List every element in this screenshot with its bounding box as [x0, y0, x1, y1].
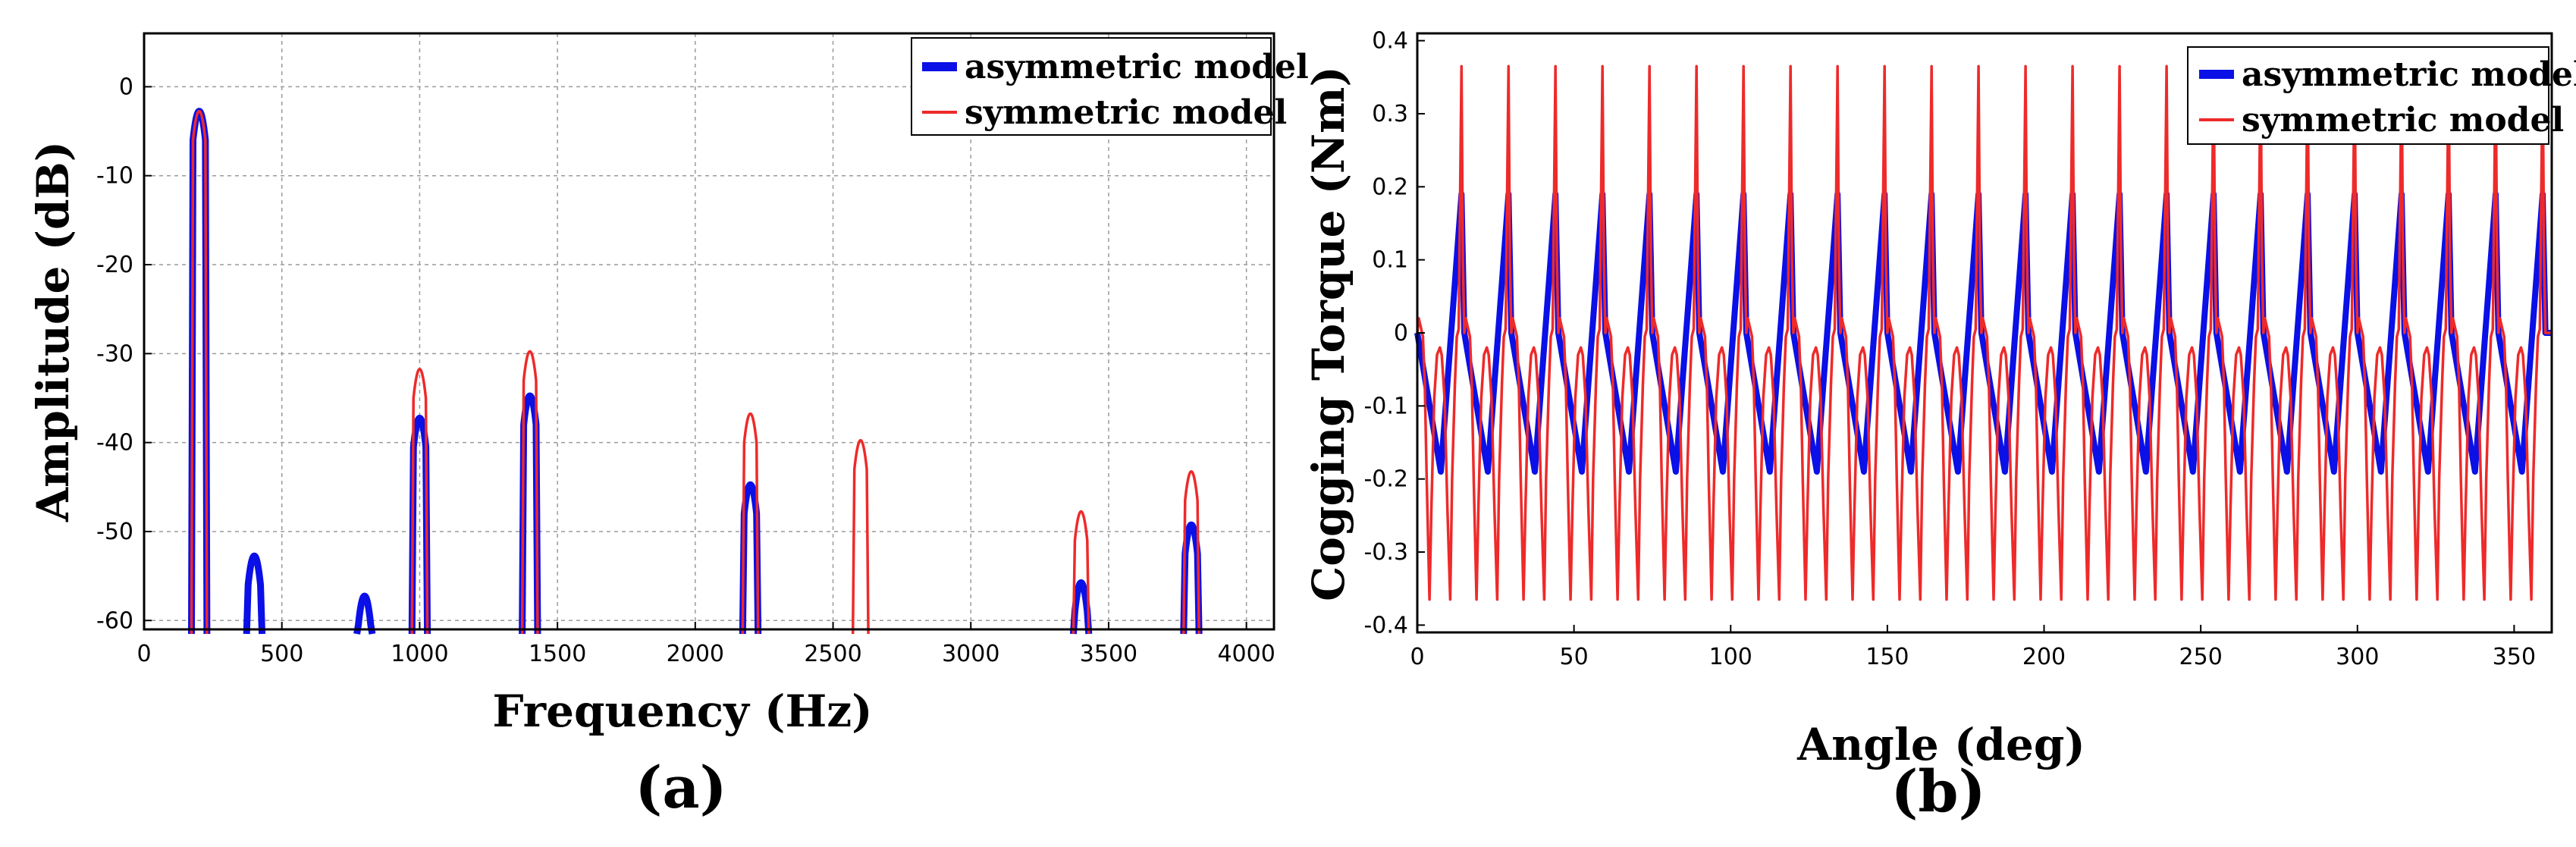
x-tick-label-a: 1000	[391, 641, 448, 667]
y-tick-label-a: -10	[96, 163, 133, 190]
plot-area-b	[1414, 64, 2552, 601]
series-asymmetric-a	[188, 108, 1203, 635]
legend-label-asymmetric-b: asymmetric model	[2242, 55, 2576, 94]
x-tick-label-b: 200	[2022, 644, 2066, 670]
y-tick-label-b: -0.2	[1363, 466, 1408, 493]
y-axis-label-a: Amplitude (dB)	[27, 141, 79, 522]
peak-200hz	[190, 110, 209, 635]
y-tick-label-a: -60	[96, 607, 133, 634]
ticks-b: 0 50 100 150 200 250 300 350 0.4 0.3 0.2 0.1 0 -0.1 -0…	[1363, 28, 2536, 670]
x-tick-label-b: 250	[2179, 644, 2223, 670]
y-tick-label-b: 0.3	[1372, 101, 1408, 127]
x-tick-label-b: 50	[1560, 644, 1589, 670]
x-tick-label-a: 0	[136, 641, 151, 667]
y-tick-label-a: -20	[96, 252, 133, 278]
chart-panel-b: 0 50 100 150 200 250 300 350 0.4 0.3 0.2 0.1 0 -0.1 -0…	[1303, 28, 2576, 825]
x-tick-label-b: 0	[1410, 644, 1424, 670]
x-tick-label-b: 350	[2493, 644, 2536, 670]
legend-box-a	[911, 37, 1272, 136]
legend-label-symmetric-b: symmetric model	[2242, 101, 2564, 140]
y-tick-label-b: 0	[1394, 320, 1408, 347]
y-tick-label-b: 0.2	[1372, 174, 1408, 200]
y-tick-label-b: 0.4	[1372, 28, 1408, 55]
x-tick-label-a: 2000	[667, 641, 724, 667]
legend-label-symmetric-a: symmetric model	[965, 93, 1287, 132]
x-tick-label-a: 3000	[942, 641, 999, 667]
x-tick-label-a: 500	[260, 641, 303, 667]
x-tick-label-b: 100	[1709, 644, 1752, 670]
peak-2600hz	[851, 439, 870, 635]
legend-label-asymmetric-a: asymmetric model	[965, 48, 1309, 86]
peak-1400hz	[520, 350, 539, 635]
y-tick-label-a: -30	[96, 340, 133, 367]
plot-area-a	[188, 108, 1203, 635]
legend-a: asymmetric model symmetric model	[911, 37, 1309, 136]
x-axis-label-b: Angle (deg)	[1796, 719, 2085, 770]
x-tick-label-a: 4000	[1217, 641, 1275, 667]
ticks-a: 0 500 1000 1500 2000 2500 3000 3500 4000 0 -10 -20 -…	[96, 74, 1275, 667]
y-tick-label-a: 0	[119, 74, 133, 100]
y-tick-label-b: 0.1	[1372, 247, 1408, 274]
peak-1000hz	[410, 368, 429, 635]
x-tick-label-b: 300	[2336, 644, 2379, 670]
peak-3400hz	[1069, 579, 1093, 635]
axes-frame-a	[143, 32, 1275, 631]
peak-2200hz	[741, 413, 760, 635]
series-symmetric-a	[190, 110, 1200, 635]
x-tick-label-a: 3500	[1080, 641, 1137, 667]
y-axis-label-b: Cogging Torque (Nm)	[1303, 66, 1354, 601]
y-tick-label-b: -0.4	[1363, 612, 1408, 638]
chart-panel-a: 0 500 1000 1500 2000 2500 3000 3500 4000 0 -10 -20 -…	[27, 32, 1309, 821]
y-tick-label-a: -50	[96, 519, 133, 545]
legend-box-b	[2187, 46, 2549, 145]
peak-400hz	[243, 552, 266, 635]
peak-800hz	[353, 592, 376, 635]
legend-b: asymmetric model symmetric model	[2187, 46, 2576, 145]
x-tick-label-a: 2500	[804, 641, 861, 667]
x-axis-label-a: Frequency (Hz)	[492, 685, 872, 737]
x-tick-label-b: 150	[1865, 644, 1909, 670]
series-symmetric-line-b	[1416, 64, 2552, 601]
series-asymmetric-line-b	[1414, 191, 2552, 475]
x-tick-label-a: 1500	[529, 641, 586, 667]
y-tick-label-a: -40	[96, 430, 133, 456]
panel-label-b: (b)	[1890, 758, 1985, 825]
panel-label-a: (a)	[635, 754, 726, 821]
y-tick-label-b: -0.1	[1363, 393, 1408, 419]
y-tick-label-b: -0.3	[1363, 539, 1408, 566]
peak-3400hz	[1072, 510, 1090, 635]
peak-3800hz	[1182, 470, 1200, 635]
